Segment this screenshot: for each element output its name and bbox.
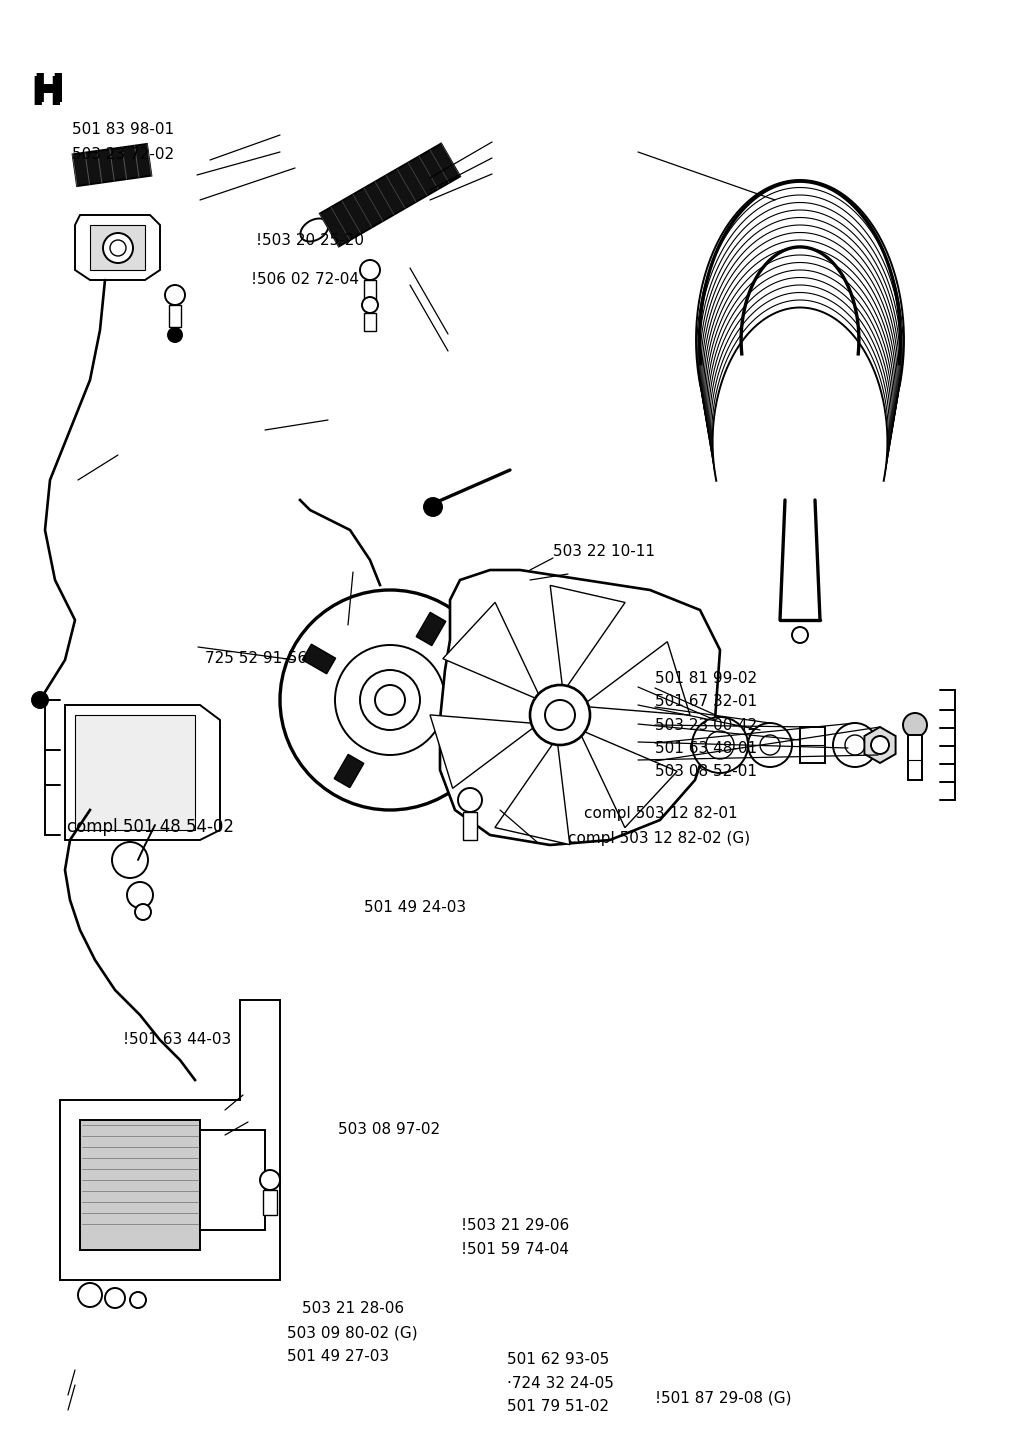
Circle shape [375,684,406,715]
Bar [364,280,376,300]
Polygon shape [430,715,537,788]
Circle shape [127,882,153,909]
Polygon shape [444,727,477,756]
Text: ·724 32 24-05: ·724 32 24-05 [507,1376,613,1390]
Bar [169,304,181,328]
Text: 503 22 10-11: 503 22 10-11 [553,545,655,559]
Circle shape [360,670,420,729]
Text: 501 63 48-01: 501 63 48-01 [655,741,758,756]
Text: 501 67 32-01: 501 67 32-01 [655,695,758,709]
Bar [200,1130,265,1230]
Text: !506 02 72-04: !506 02 72-04 [251,272,358,287]
Text: 501 49 24-03: 501 49 24-03 [364,900,466,914]
Text: 501 79 51-02: 501 79 51-02 [507,1399,609,1414]
Circle shape [871,735,889,754]
Polygon shape [580,731,677,827]
Polygon shape [302,644,336,674]
Text: 501 81 99-02: 501 81 99-02 [655,671,758,686]
Bar [463,812,477,840]
Polygon shape [75,215,160,280]
Text: 725 52 91-56: 725 52 91-56 [205,651,307,665]
Circle shape [130,1291,146,1307]
Circle shape [280,590,500,810]
Polygon shape [584,642,690,715]
Polygon shape [90,226,145,269]
Text: H: H [30,76,62,114]
Circle shape [112,842,148,878]
Bar [80,1120,200,1251]
Circle shape [260,1171,280,1190]
Bar [364,313,376,331]
Polygon shape [73,144,152,186]
Polygon shape [65,705,220,840]
Bar [800,727,825,763]
Polygon shape [416,613,445,645]
Text: 501 62 93-05: 501 62 93-05 [507,1353,609,1367]
Circle shape [692,716,748,773]
Circle shape [424,498,442,515]
Text: 503 09 80-02 (G): 503 09 80-02 (G) [287,1325,418,1341]
Ellipse shape [300,218,329,242]
Text: compl 501 48 54-02: compl 501 48 54-02 [67,818,233,836]
Circle shape [32,692,48,708]
Polygon shape [60,1000,280,1280]
Bar [263,1190,278,1214]
Text: !501 59 74-04: !501 59 74-04 [461,1242,568,1257]
Circle shape [78,1283,102,1307]
Circle shape [760,735,780,756]
Circle shape [360,261,380,280]
Circle shape [335,645,445,756]
Text: 501 83 98-01: 501 83 98-01 [72,122,174,137]
Circle shape [833,724,877,767]
Circle shape [458,788,482,812]
Text: !501 63 44-03: !501 63 44-03 [123,1032,231,1047]
Bar [908,735,922,780]
Circle shape [110,240,126,256]
Circle shape [748,724,792,767]
Text: 503 08 97-02: 503 08 97-02 [338,1123,440,1137]
Circle shape [845,735,865,756]
Polygon shape [334,754,364,788]
Circle shape [105,1289,125,1307]
Circle shape [545,700,575,729]
Text: 503 23 72-02: 503 23 72-02 [72,147,174,162]
Text: H: H [32,71,65,111]
Circle shape [165,285,185,304]
Circle shape [135,904,151,920]
Circle shape [792,628,808,644]
Circle shape [706,731,734,759]
Text: !503 21 29-06: !503 21 29-06 [461,1219,569,1233]
Polygon shape [864,727,896,763]
Polygon shape [440,569,720,844]
Circle shape [903,713,927,737]
Polygon shape [75,715,195,830]
Circle shape [530,684,590,745]
Text: !503 20 25-20: !503 20 25-20 [256,233,364,248]
Text: 503 23 00-42: 503 23 00-42 [655,718,758,732]
Text: 503 21 28-06: 503 21 28-06 [302,1302,404,1316]
Polygon shape [495,740,569,844]
Text: compl 503 12 82-02 (G): compl 503 12 82-02 (G) [568,831,751,846]
Polygon shape [442,603,541,699]
Circle shape [362,297,378,313]
Polygon shape [319,144,460,246]
Text: 501 49 27-03: 501 49 27-03 [287,1350,389,1364]
Circle shape [168,328,182,342]
Text: !501 87 29-08 (G): !501 87 29-08 (G) [655,1390,792,1405]
Text: 503 08 52-01: 503 08 52-01 [655,764,758,779]
Polygon shape [550,585,625,690]
Circle shape [103,233,133,264]
Text: compl 503 12 82-01: compl 503 12 82-01 [584,807,737,821]
